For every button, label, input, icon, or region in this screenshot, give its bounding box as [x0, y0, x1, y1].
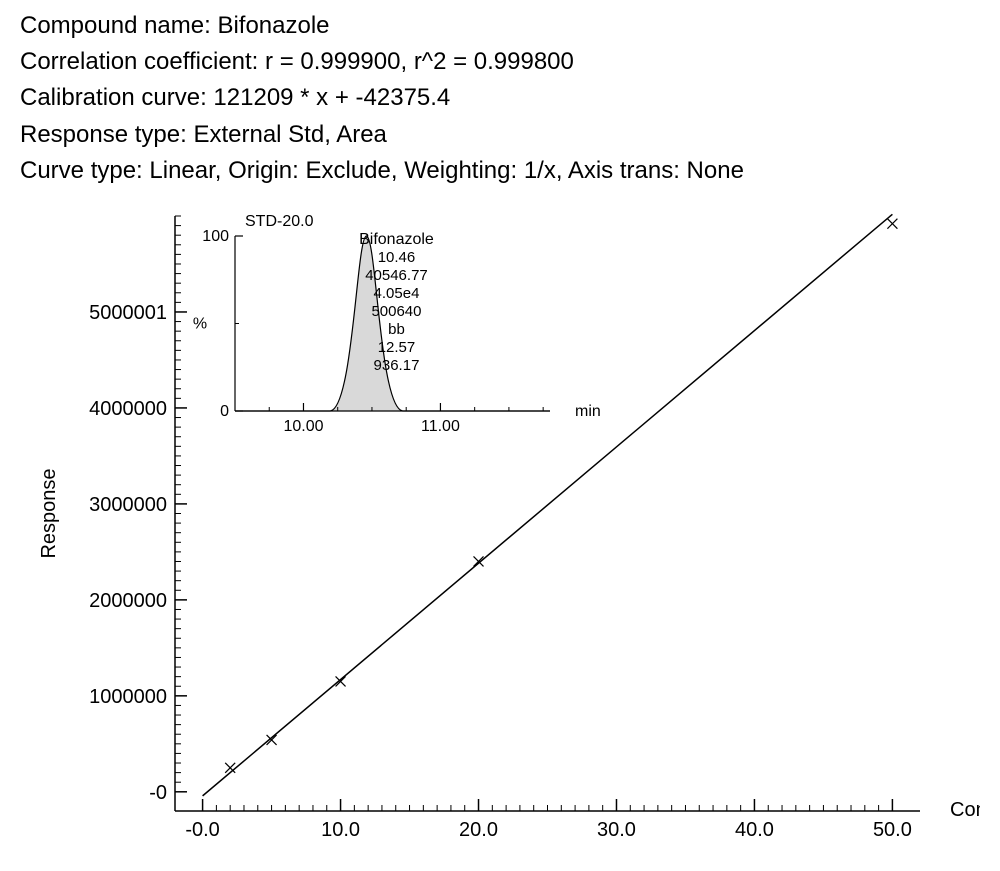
svg-text:12.57: 12.57: [378, 339, 416, 356]
svg-text:50.0: 50.0: [873, 819, 912, 841]
corr-value: r = 0.999900, r^2 = 0.999800: [265, 48, 574, 75]
svg-text:40.0: 40.0: [735, 819, 774, 841]
svg-text:10.46: 10.46: [378, 249, 416, 266]
svg-text:20.0: 20.0: [459, 819, 498, 841]
header-curve: Curve type: Linear, Origin: Exclude, Wei…: [20, 155, 980, 186]
svg-text:2000000: 2000000: [89, 590, 167, 612]
svg-text:Response: Response: [38, 468, 60, 558]
svg-text:500640: 500640: [371, 303, 421, 320]
svg-text:10.00: 10.00: [283, 418, 323, 435]
svg-text:Conc: Conc: [950, 799, 980, 821]
svg-text:10.0: 10.0: [321, 819, 360, 841]
svg-text:%: %: [193, 315, 207, 332]
calib-value: 121209 * x + -42375.4: [213, 84, 450, 111]
calib-label: Calibration curve:: [20, 84, 207, 111]
chart-svg: -0.0 10.0 20.0 30.0 40.0 50.0 -0 1000000 2000000…: [20, 191, 980, 871]
response-value: External Std, Area: [193, 121, 386, 148]
svg-text:-0: -0: [149, 782, 167, 804]
svg-text:4.05e4: 4.05e4: [374, 285, 420, 302]
svg-text:min: min: [575, 403, 601, 420]
svg-text:3000000: 3000000: [89, 494, 167, 516]
svg-text:1000000: 1000000: [89, 686, 167, 708]
calibration-chart: -0.0 10.0 20.0 30.0 40.0 50.0 -0 1000000 2000000…: [20, 191, 980, 871]
svg-text:Bifonazole: Bifonazole: [359, 231, 434, 248]
header-corr: Correlation coefficient: r = 0.999900, r…: [20, 46, 980, 77]
header-response: Response type: External Std, Area: [20, 119, 980, 150]
header-compound: Compound name: Bifonazole: [20, 10, 980, 41]
svg-text:0: 0: [220, 403, 229, 420]
header-calib: Calibration curve: 121209 * x + -42375.4: [20, 82, 980, 113]
svg-text:bb: bb: [388, 321, 405, 338]
svg-text:11.00: 11.00: [421, 418, 460, 435]
svg-text:4000000: 4000000: [89, 398, 167, 420]
svg-text:30.0: 30.0: [597, 819, 636, 841]
svg-text:100: 100: [202, 228, 229, 245]
corr-label: Correlation coefficient:: [20, 48, 258, 75]
svg-text:-0.0: -0.0: [185, 819, 219, 841]
svg-text:5000001: 5000001: [89, 302, 167, 324]
svg-text:40546.77: 40546.77: [365, 267, 428, 284]
compound-label: Compound name:: [20, 12, 211, 39]
curve-label: Curve type:: [20, 157, 143, 184]
svg-text:936.17: 936.17: [374, 357, 420, 374]
response-label: Response type:: [20, 121, 187, 148]
svg-text:STD-20.0: STD-20.0: [245, 213, 314, 230]
curve-value: Linear, Origin: Exclude, Weighting: 1/x,…: [149, 157, 744, 184]
compound-value: Bifonazole: [217, 12, 329, 39]
